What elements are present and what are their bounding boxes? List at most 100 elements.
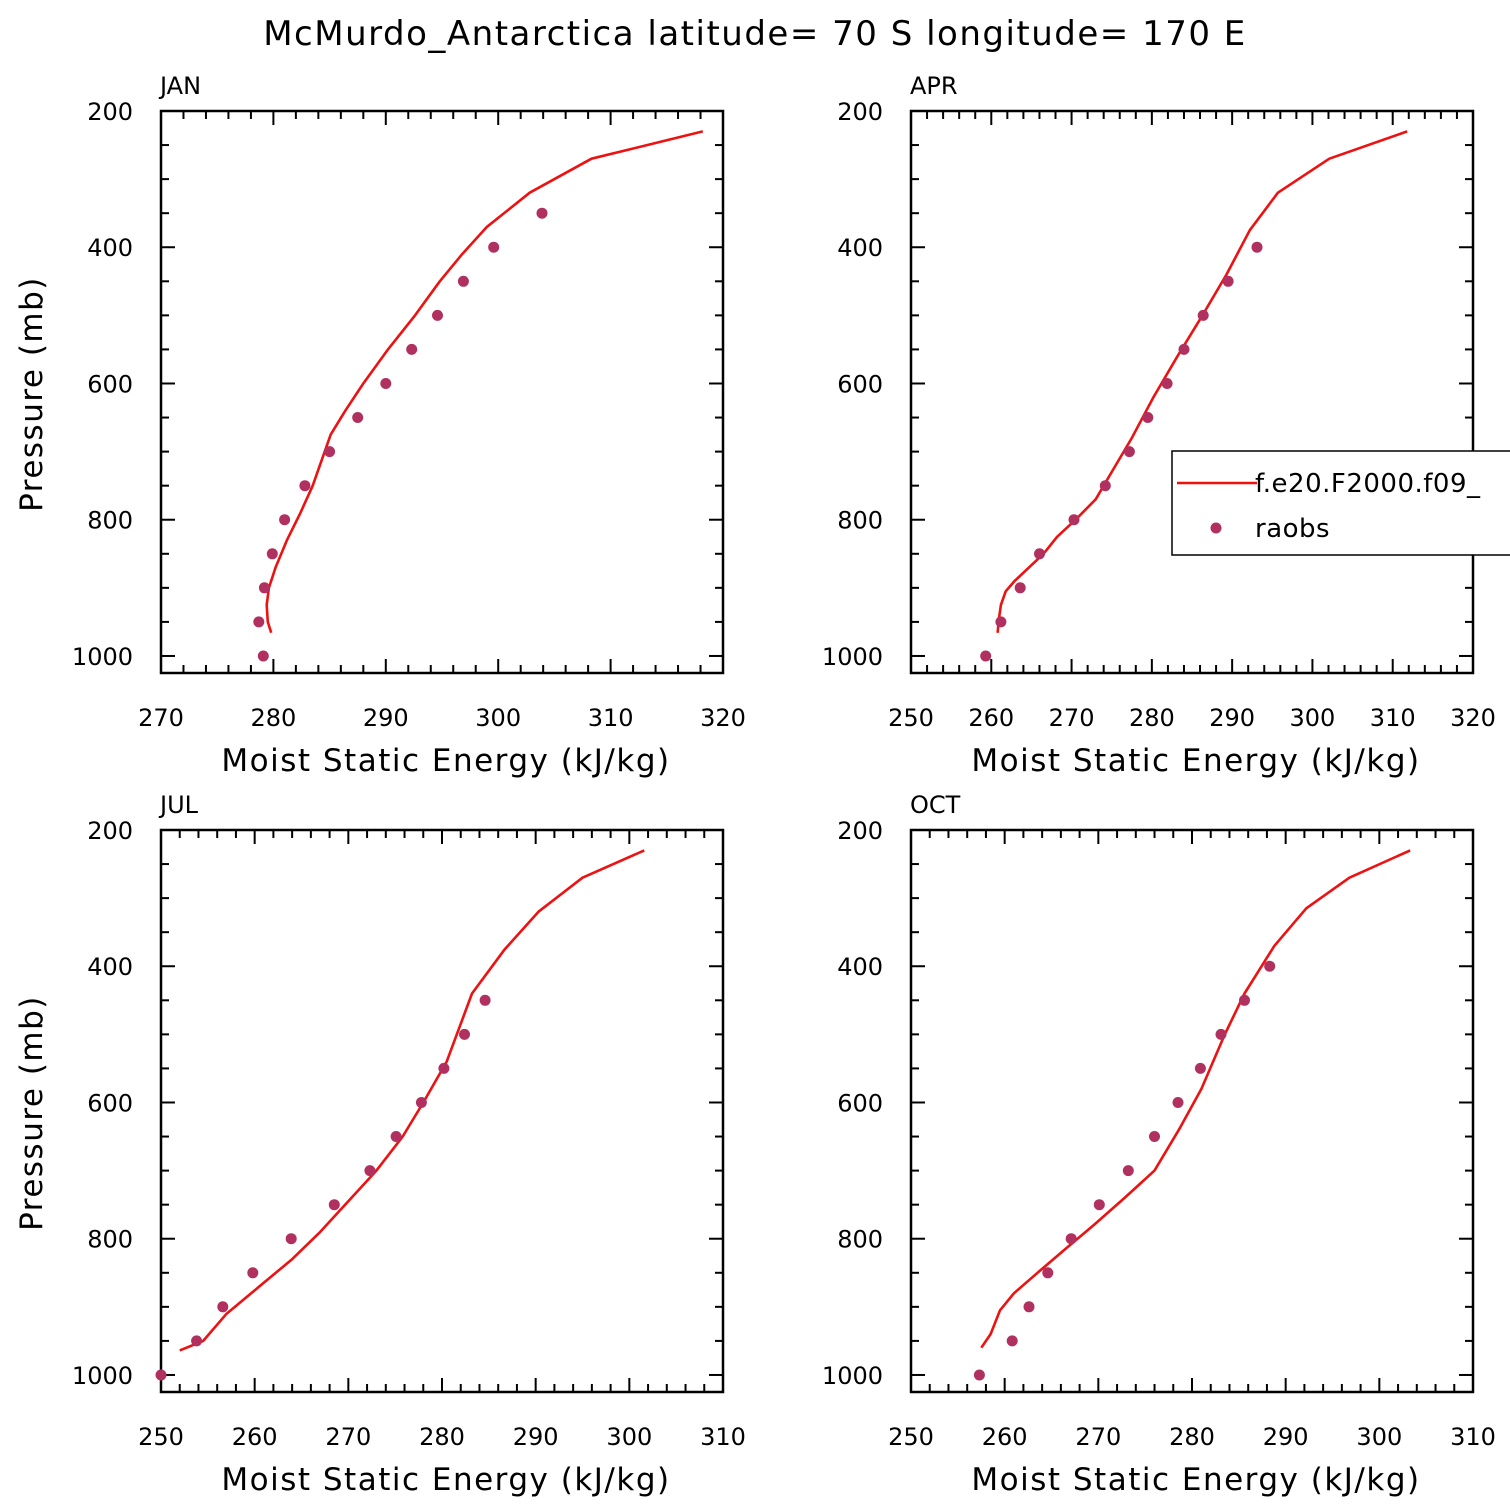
legend-obs-label: raobs [1255, 514, 1330, 544]
y-tick-label: 1000 [822, 1362, 883, 1390]
legend-box [1171, 450, 1510, 556]
x-tick-label: 300 [1290, 704, 1336, 732]
raobs-point [479, 994, 491, 1006]
raobs-point [1197, 309, 1209, 321]
raobs-point [1023, 1301, 1035, 1313]
model-series-line [980, 849, 1411, 1349]
x-tick-label: 300 [1356, 1423, 1402, 1451]
raobs-point [1099, 480, 1111, 492]
legend-model-label: f.e20.F2000.f09_ [1255, 469, 1481, 499]
figure-title: McMurdo_Antarctica latitude= 70 S longit… [263, 14, 1247, 54]
raobs-point [536, 207, 548, 219]
y-tick-label: 600 [87, 1089, 133, 1117]
panel-jan: 200 400 600 800 1000 270 280 290 300 310 320 JAN Moi… [14, 72, 746, 779]
panels: 200 400 600 800 1000 270 280 290 300 310 320 JAN Moi… [14, 72, 1496, 1498]
y-tick-label: 400 [87, 234, 133, 262]
raobs-point [459, 1028, 470, 1040]
x-axis-title: Moist Static Energy (kJ/kg) [971, 1462, 1420, 1498]
x-tick-label: 290 [513, 1423, 559, 1451]
raobs-point [1222, 275, 1234, 287]
y-tick-label: 600 [837, 370, 883, 398]
raobs-point [1239, 994, 1250, 1006]
panel-label: OCT [910, 791, 961, 819]
y-tick-label: 800 [87, 1226, 133, 1254]
plot-frame [159, 109, 725, 675]
y-tick-label: 800 [837, 1226, 883, 1254]
raobs-point [973, 1369, 985, 1381]
raobs-point [488, 241, 500, 253]
x-tick-label: 270 [1049, 704, 1095, 732]
panel-apr: 200 400 600 800 1000 250 260 270 280 290 300 310 320… [822, 72, 1496, 779]
model-series-line [265, 130, 704, 634]
raobs-point [258, 582, 270, 594]
y-tick-label: 1000 [822, 643, 883, 671]
x-tick-label: 280 [250, 704, 296, 732]
raobs-point [380, 378, 392, 389]
plot-frame [909, 828, 1475, 1394]
raobs-point [1264, 960, 1276, 972]
x-tick-label: 250 [888, 704, 934, 732]
plot-frame [159, 828, 725, 1394]
raobs-point [1014, 582, 1026, 594]
raobs-point [1042, 1267, 1054, 1279]
raobs-point [285, 1233, 297, 1245]
x-tick-label: 310 [588, 704, 634, 732]
panel-label: JUL [158, 791, 199, 819]
raobs-point [257, 650, 269, 662]
x-tick-label: 310 [700, 1423, 746, 1451]
x-tick-label: 300 [475, 704, 521, 732]
raobs-point [995, 616, 1007, 628]
y-tick-label: 200 [87, 817, 133, 845]
y-tick-label: 400 [837, 953, 883, 981]
y-tick-label: 800 [87, 507, 133, 535]
raobs-point [406, 343, 418, 355]
y-tick-label: 600 [837, 1089, 883, 1117]
y-axis-title: Pressure (mb) [14, 276, 50, 512]
model-series-line [996, 130, 1408, 633]
legend-marker-swatch [1210, 522, 1222, 534]
raobs-point [324, 446, 336, 458]
raobs-point [457, 275, 469, 287]
x-tick-label: 290 [1263, 1423, 1309, 1451]
x-tick-label: 270 [1075, 1423, 1121, 1451]
y-tick-label: 200 [87, 98, 133, 126]
x-tick-label: 250 [888, 1423, 934, 1451]
raobs-point [191, 1335, 203, 1347]
raobs-point [1123, 446, 1135, 458]
x-tick-label: 310 [1450, 1423, 1496, 1451]
raobs-point [1093, 1199, 1105, 1211]
raobs-point [328, 1199, 340, 1211]
raobs-point [1068, 514, 1080, 526]
raobs-point [1178, 343, 1190, 355]
raobs-point [415, 1097, 427, 1108]
x-tick-label: 270 [138, 704, 184, 732]
raobs-point [364, 1165, 376, 1177]
raobs-point [155, 1369, 167, 1381]
raobs-point [438, 1062, 450, 1074]
y-tick-label: 200 [837, 817, 883, 845]
raobs-point [1065, 1233, 1077, 1245]
raobs-point [1034, 548, 1045, 560]
raobs-point [247, 1267, 259, 1279]
y-tick-label: 1000 [72, 643, 133, 671]
y-tick-label: 800 [837, 507, 883, 535]
x-tick-label: 280 [419, 1423, 465, 1451]
x-tick-label: 320 [1450, 704, 1496, 732]
x-tick-label: 290 [1209, 704, 1255, 732]
y-axis-title: Pressure (mb) [14, 995, 50, 1231]
raobs-point [1149, 1131, 1160, 1142]
raobs-point [1194, 1062, 1206, 1074]
panel-label: JAN [158, 72, 201, 100]
x-tick-label: 260 [982, 1423, 1028, 1451]
raobs-point [1161, 378, 1173, 389]
raobs-point [299, 480, 311, 492]
panel-label: APR [910, 72, 958, 100]
raobs-point [1142, 412, 1154, 423]
raobs-point [980, 650, 992, 662]
y-tick-label: 400 [837, 234, 883, 262]
raobs-point [390, 1131, 402, 1142]
x-axis-title: Moist Static Energy (kJ/kg) [971, 743, 1420, 779]
raobs-point [1215, 1028, 1227, 1040]
x-tick-label: 310 [1370, 704, 1416, 732]
